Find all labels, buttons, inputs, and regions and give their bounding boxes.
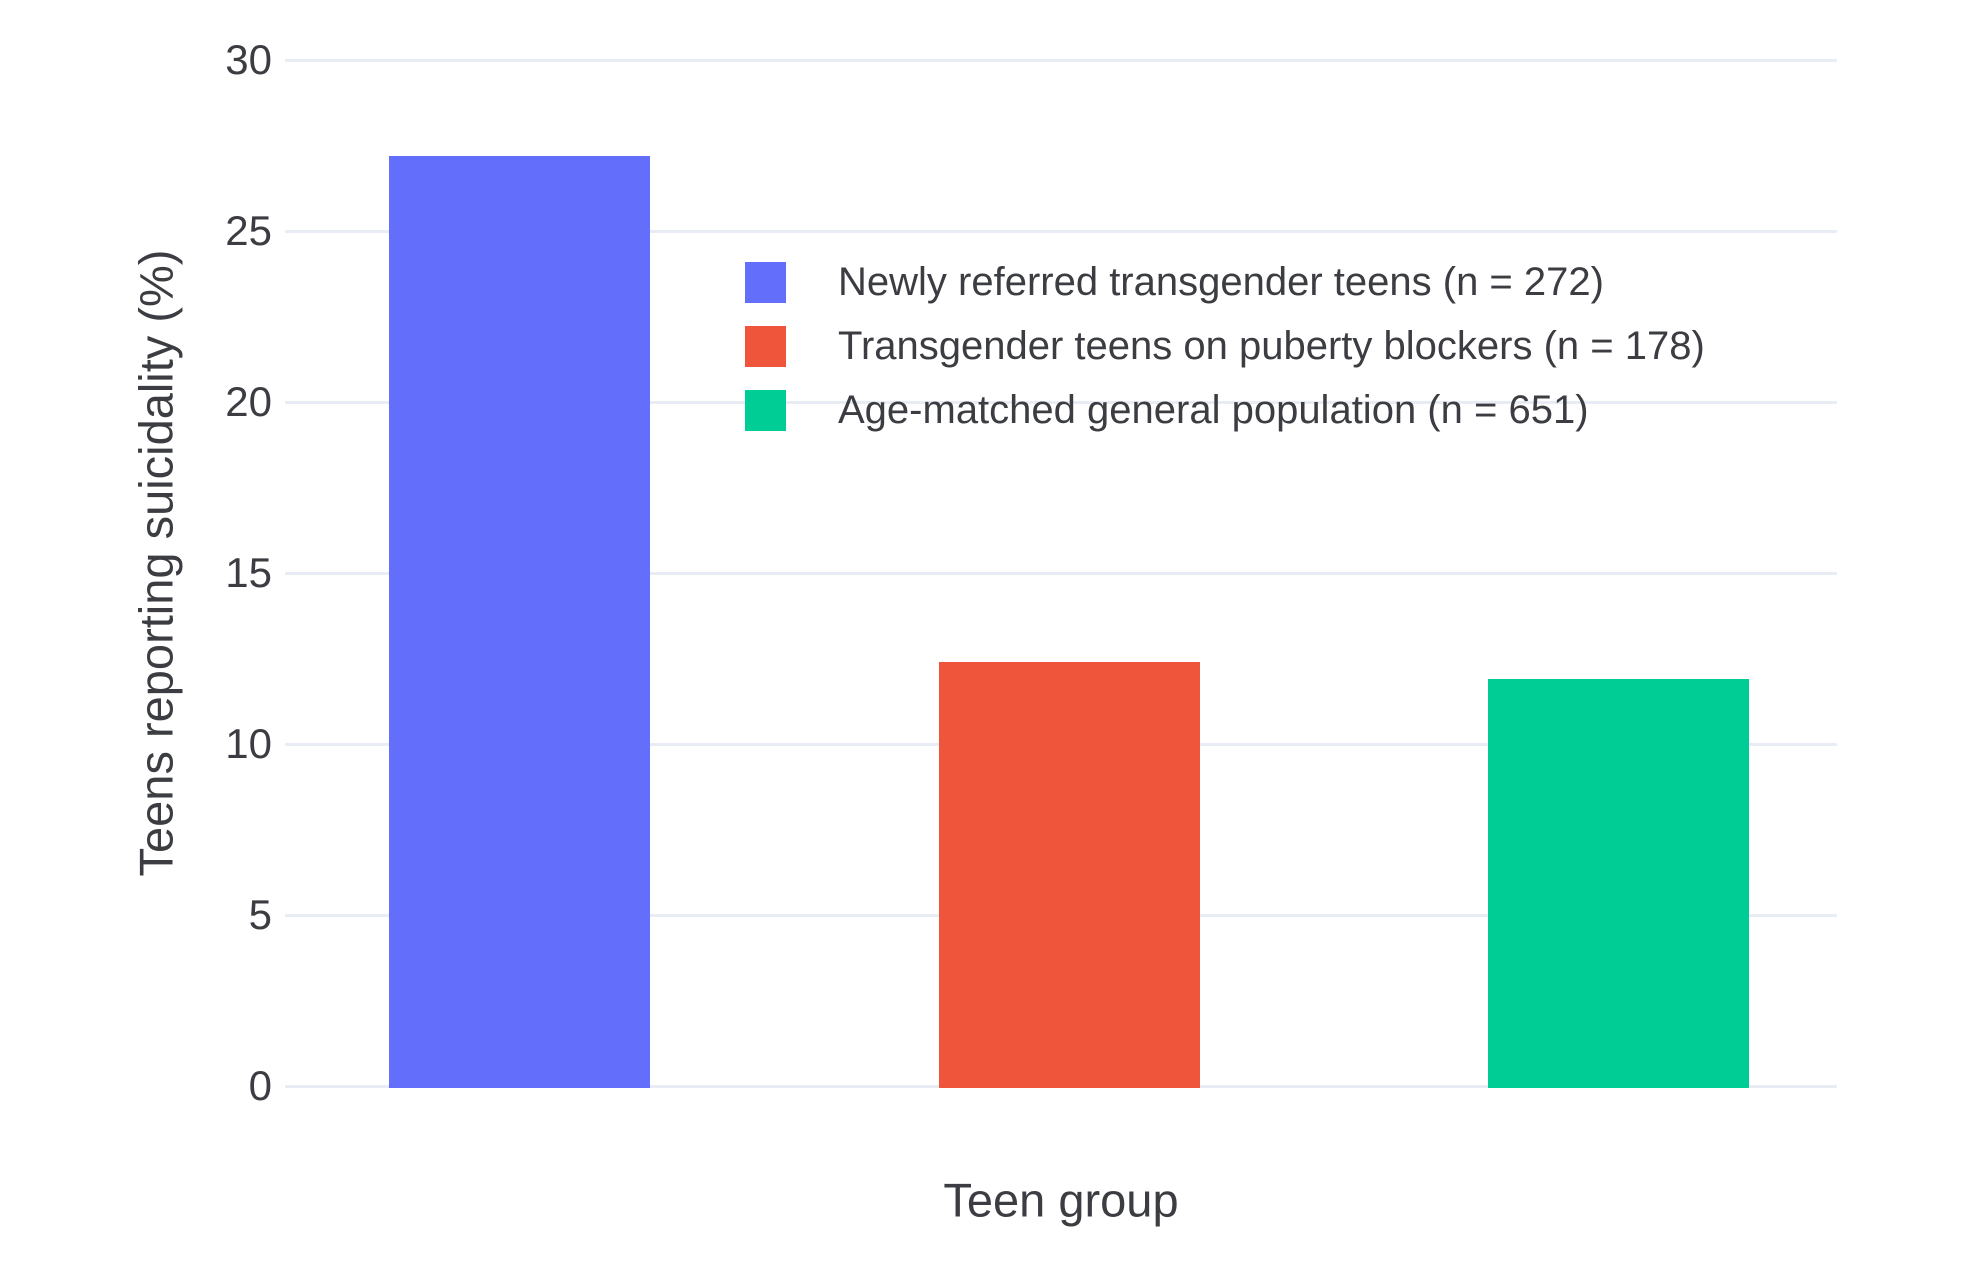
y-tick-label-5: 5: [248, 891, 272, 938]
y-tick-label-0: 0: [248, 1062, 272, 1109]
bar-2[interactable]: [938, 661, 1200, 1088]
legend-item-label: Transgender teens on puberty blockers (n…: [838, 323, 1705, 368]
y-tick-label-30: 30: [225, 36, 272, 83]
legend-item-1[interactable]: Newly referred transgender teens (n = 27…: [745, 250, 1705, 314]
legend-item-3[interactable]: Age-matched general population (n = 651): [745, 378, 1705, 442]
legend-swatch-icon: [745, 261, 786, 303]
x-axis-title: Teen group: [943, 1173, 1179, 1227]
gridline-y15: [285, 571, 1837, 575]
y-tick-label-20: 20: [225, 378, 272, 425]
legend: Newly referred transgender teens (n = 27…: [745, 250, 1705, 442]
gridline-y25: [285, 229, 1837, 233]
gridline-y20: [285, 400, 1837, 404]
y-tick-label-15: 15: [225, 549, 272, 596]
gridline-y30: [285, 58, 1837, 62]
bar-3[interactable]: [1488, 679, 1749, 1088]
legend-item-label: Age-matched general population (n = 651): [838, 387, 1589, 432]
y-tick-label-10: 10: [225, 720, 272, 767]
legend-item-label: Newly referred transgender teens (n = 27…: [838, 259, 1604, 304]
legend-swatch-icon: [745, 389, 786, 431]
y-axis-title: Teens reporting suicidality (%): [129, 249, 183, 877]
legend-item-2[interactable]: Transgender teens on puberty blockers (n…: [745, 314, 1705, 378]
bar-1[interactable]: [389, 155, 650, 1088]
y-tick-label-25: 25: [225, 207, 272, 254]
legend-swatch-icon: [745, 325, 786, 367]
